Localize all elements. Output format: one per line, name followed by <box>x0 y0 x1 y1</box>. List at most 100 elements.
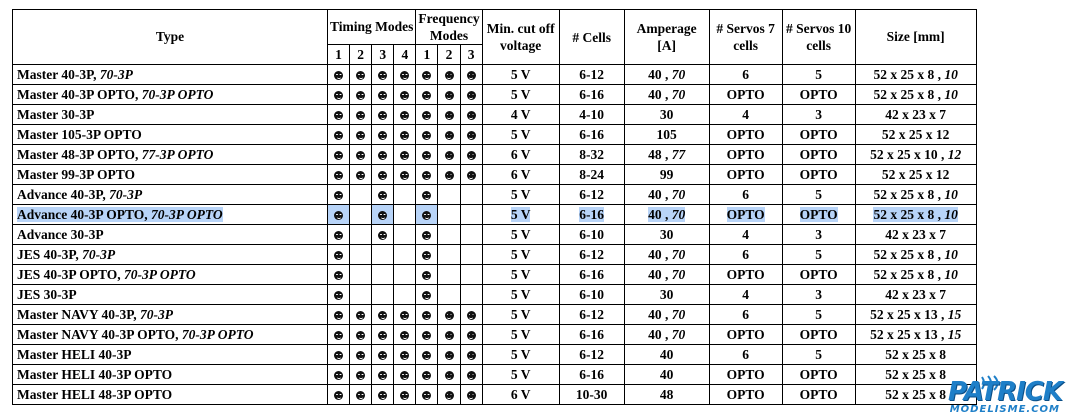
cell-cells-value: 6-16 <box>579 366 605 382</box>
cell-servos-7: OPTO <box>708 204 783 225</box>
smiley-dot-icon <box>444 90 454 100</box>
cell-voltage-text: 6 V <box>511 167 531 182</box>
cell-amperage: 40 , 70 <box>623 264 710 285</box>
smiley-dot-icon <box>400 310 410 320</box>
cell-type: Master HELI 40-3P OPTO <box>12 364 328 385</box>
smiley-dot-icon <box>466 150 476 160</box>
cell-cells-text: 6-16 <box>579 127 604 142</box>
cell-voltage: 5 V <box>481 364 560 385</box>
timing-mode-cell <box>371 304 395 325</box>
cell-amperage-alt-value: 70 <box>671 266 686 282</box>
cell-servos-10-value: 5 <box>815 306 823 322</box>
timing-mode-cell <box>349 84 373 105</box>
cell-size-text: 52 x 25 x 8 <box>885 367 946 382</box>
smiley-dot-icon <box>334 330 344 340</box>
frequency-mode-cell <box>415 384 439 405</box>
cell-cells-value: 6-12 <box>579 66 605 82</box>
timing-mode-cell <box>349 204 373 225</box>
cell-voltage-value: 5 V <box>510 86 531 102</box>
frequency-mode-cell <box>415 244 439 265</box>
cell-size: 52 x 25 x 8 <box>854 384 977 405</box>
cell-size: 52 x 25 x 8 , 10 <box>854 244 977 265</box>
cell-size: 52 x 25 x 8 , 10 <box>854 204 977 225</box>
cell-size-value: 52 x 25 x 13 , <box>870 306 945 322</box>
timing-mode-cell <box>371 84 395 105</box>
cell-servos-7-text: 6 <box>742 347 749 362</box>
smiley-dot-icon <box>422 130 432 140</box>
frequency-mode-cell <box>437 184 461 205</box>
cell-servos-7: OPTO <box>708 164 783 185</box>
frequency-mode-cell <box>437 364 461 385</box>
cell-cells-value: 6-10 <box>579 286 605 302</box>
timing-mode-cell <box>349 64 373 85</box>
cell-type: JES 40-3P OPTO, 70-3P OPTO <box>12 264 328 285</box>
cell-size-text: 52 x 25 x 12 <box>882 127 950 142</box>
cell-type: Master HELI 40-3P <box>12 344 328 365</box>
cell-servos-7-text: OPTO <box>727 127 765 142</box>
watermark-brand: PATRICK <box>948 377 1063 407</box>
type-name-alt: 70-3P OPTO <box>141 86 214 102</box>
smiley-dot-icon <box>444 70 454 80</box>
smiley-dot-icon <box>334 390 344 400</box>
cell-servos-7-value: OPTO <box>726 386 765 402</box>
type-name: Master 99-3P OPTO <box>17 166 135 182</box>
frequency-mode-cell <box>415 224 439 245</box>
smiley-dot-icon <box>444 390 454 400</box>
cell-voltage: 5 V <box>481 64 560 85</box>
cell-servos-7-text: 6 <box>742 247 749 262</box>
cell-size-value: 52 x 25 x 12 <box>881 166 950 182</box>
cell-cells-text: 4-10 <box>579 107 604 122</box>
cell-servos-10-value: OPTO <box>799 366 838 382</box>
cell-type: Master 40-3P OPTO, 70-3P OPTO <box>12 84 328 105</box>
cell-cells-text: 6-12 <box>579 187 604 202</box>
cell-servos-10-value: 5 <box>815 246 823 262</box>
type-name: Master 40-3P, <box>17 66 97 82</box>
smiley-dot-icon <box>400 90 410 100</box>
cell-servos-7: OPTO <box>708 144 783 165</box>
timing-mode-cell <box>393 164 417 185</box>
cell-voltage: 4 V <box>481 104 560 125</box>
timing-mode-cell <box>371 344 395 365</box>
cell-servos-7: OPTO <box>708 364 783 385</box>
smiley-dot-icon <box>356 130 366 140</box>
smiley-dot-icon <box>422 270 432 280</box>
frequency-mode-cell <box>459 224 483 245</box>
cell-amperage: 30 <box>623 104 710 125</box>
timing-mode-cell <box>393 284 417 305</box>
cell-voltage: 6 V <box>481 144 560 165</box>
timing-mode-cell <box>349 264 373 285</box>
cell-servos-7: 6 <box>708 344 783 365</box>
cell-cells-value: 6-10 <box>579 226 605 242</box>
type-text: JES 40-3P OPTO, 70-3P OPTO <box>17 267 196 282</box>
cell-servos-7-text: OPTO <box>727 327 765 342</box>
frequency-mode-cell <box>415 304 439 325</box>
table-row: Advance 40-3P OPTO, 70-3P OPTO 5 V 6-16 40 … <box>12 204 977 225</box>
cell-servos-10: OPTO <box>781 264 856 285</box>
cell-amperage: 40 , 70 <box>623 84 710 105</box>
cell-servos-10-value: OPTO <box>799 166 838 182</box>
cell-size-text: 52 x 25 x 8 , 10 <box>873 87 957 102</box>
cell-size-value: 42 x 23 x 7 <box>885 226 947 242</box>
type-name: Advance 40-3P, <box>17 186 106 202</box>
cell-servos-7-text: 6 <box>742 67 749 82</box>
smiley-dot-icon <box>334 150 344 160</box>
cell-size-text: 52 x 25 x 8 <box>885 387 946 402</box>
cell-voltage-value: 5 V <box>510 346 531 362</box>
cell-cells: 6-12 <box>558 304 625 325</box>
timing-mode-cell <box>393 84 417 105</box>
smiley-dot-icon <box>422 290 432 300</box>
cell-amperage-text: 40 , 70 <box>648 206 686 222</box>
cell-voltage-value: 5 V <box>510 366 531 382</box>
timing-mode-cell <box>371 284 395 305</box>
frequency-mode-cell <box>415 84 439 105</box>
type-text: Master 40-3P, 70-3P <box>17 67 133 82</box>
type-text: Master HELI 40-3P OPTO <box>17 367 172 382</box>
watermark-site: MODELISME.COM <box>949 404 1060 415</box>
cell-amperage-alt-value: 77 <box>671 146 686 162</box>
table-row: Advance 30-3P 5 V 6-10 30 4 3 42 x 23 x 7 <box>12 224 977 245</box>
cell-amperage-value: 30 <box>659 226 674 242</box>
cell-amperage: 40 , 70 <box>623 244 710 265</box>
type-name: Master HELI 40-3P <box>17 346 132 362</box>
cell-amperage-text: 40 , 70 <box>648 267 685 282</box>
cell-size: 52 x 25 x 13 , 15 <box>854 304 977 325</box>
